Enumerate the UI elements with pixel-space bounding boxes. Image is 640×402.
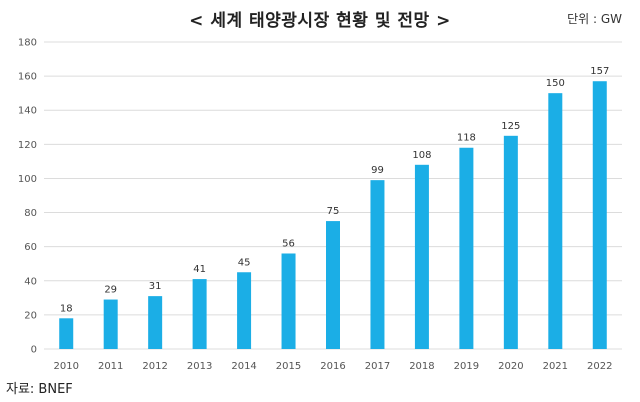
x-tick-label: 2016 bbox=[320, 361, 345, 372]
bar-2012 bbox=[148, 296, 163, 349]
data-label: 56 bbox=[282, 238, 295, 249]
bar-2021 bbox=[548, 93, 563, 350]
data-label: 99 bbox=[371, 165, 384, 176]
bar-2010 bbox=[59, 318, 74, 349]
data-label: 108 bbox=[412, 150, 431, 161]
bar-2019 bbox=[459, 147, 474, 349]
x-tick-label: 2019 bbox=[454, 361, 479, 372]
data-label: 41 bbox=[193, 264, 206, 275]
y-tick-label: 160 bbox=[18, 72, 37, 83]
y-tick-label: 100 bbox=[18, 174, 37, 185]
x-tick-label: 2011 bbox=[98, 361, 123, 372]
unit-label: 단위 : GW bbox=[567, 12, 622, 26]
data-label: 18 bbox=[60, 303, 73, 314]
y-tick-label: 60 bbox=[24, 242, 37, 253]
x-tick-label: 2022 bbox=[587, 361, 612, 372]
x-tick-label: 2013 bbox=[187, 361, 212, 372]
x-tick-label: 2017 bbox=[365, 361, 390, 372]
bar-2011 bbox=[103, 299, 118, 349]
y-tick-label: 40 bbox=[24, 276, 37, 287]
gridlines bbox=[44, 41, 622, 350]
data-labels: 18 29 31 41 45 56 75 99 108 118 125 150 157 bbox=[60, 66, 609, 314]
chart-title: < 세계 태양광시장 현황 및 전망 > bbox=[189, 11, 451, 31]
y-tick-label: 120 bbox=[18, 140, 37, 151]
data-label: 29 bbox=[104, 285, 117, 296]
bar-2013 bbox=[192, 279, 207, 349]
data-label: 150 bbox=[546, 78, 565, 89]
x-tick-label: 2014 bbox=[231, 361, 256, 372]
bar-2016 bbox=[326, 221, 340, 349]
data-label: 75 bbox=[327, 206, 340, 217]
data-label: 45 bbox=[238, 257, 251, 268]
y-tick-label: 80 bbox=[24, 208, 37, 219]
x-tick-label: 2018 bbox=[409, 361, 434, 372]
x-tick-label: 2021 bbox=[543, 361, 568, 372]
y-axis-ticks: 0 20 40 60 80 100 120 140 160 180 bbox=[18, 38, 37, 356]
data-label: 31 bbox=[149, 281, 162, 292]
data-label: 157 bbox=[590, 66, 609, 77]
bar-2017 bbox=[370, 180, 385, 349]
bar-2018 bbox=[414, 164, 429, 349]
x-axis-ticks: 2010 2011 2012 2013 2014 2015 2016 2017 2018 2019… bbox=[54, 361, 613, 372]
y-tick-label: 140 bbox=[18, 106, 37, 117]
bar-2014 bbox=[237, 272, 252, 349]
x-tick-label: 2020 bbox=[498, 361, 523, 372]
data-label: 125 bbox=[501, 121, 520, 132]
source-note: 자료: BNEF bbox=[6, 382, 73, 397]
y-tick-label: 0 bbox=[31, 345, 37, 356]
data-label: 118 bbox=[457, 133, 476, 144]
x-tick-label: 2010 bbox=[54, 361, 79, 372]
bars bbox=[59, 81, 607, 350]
bar-2015 bbox=[281, 253, 296, 349]
bar-2020 bbox=[503, 135, 518, 349]
bar-2022 bbox=[592, 81, 607, 349]
y-tick-label: 20 bbox=[24, 310, 37, 321]
x-tick-label: 2012 bbox=[142, 361, 167, 372]
y-tick-label: 180 bbox=[18, 38, 37, 49]
x-tick-label: 2015 bbox=[276, 361, 301, 372]
